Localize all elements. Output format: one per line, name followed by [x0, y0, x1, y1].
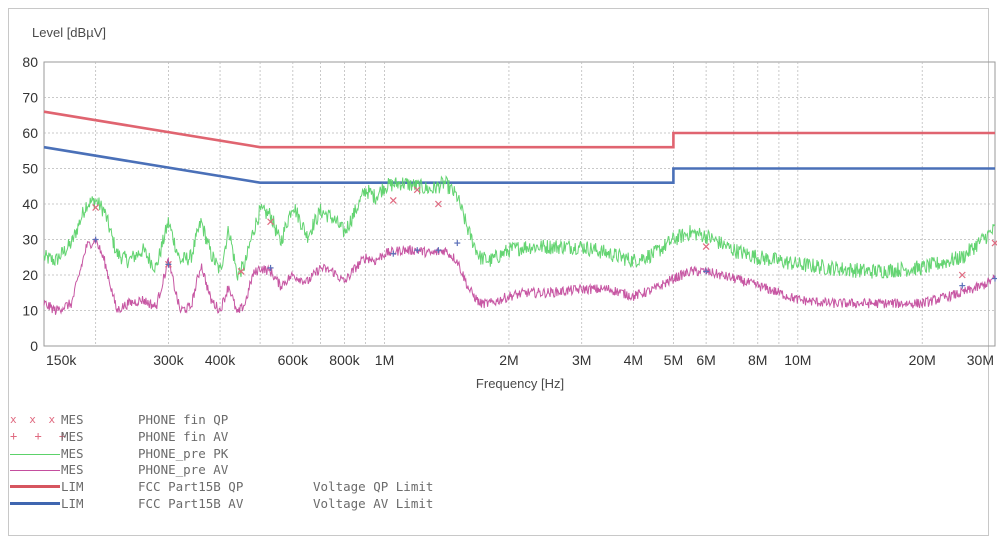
y-tick-label: 80	[22, 54, 38, 70]
x-tick-label: 8M	[748, 352, 767, 368]
x-axis-label: Frequency [Hz]	[476, 376, 564, 391]
limit-line-av	[43, 145, 995, 184]
legend-line	[10, 470, 60, 472]
y-tick-label: 10	[22, 303, 38, 319]
legend-symbol	[10, 496, 60, 512]
x-tick-label: 5M	[664, 352, 683, 368]
y-tick-label: 30	[22, 232, 38, 248]
trace-av	[43, 238, 996, 315]
legend-prefix: LIM	[61, 479, 84, 495]
chart-frame	[8, 8, 989, 536]
x-tick-label: 1M	[375, 352, 394, 368]
qp-marker-stroke	[702, 243, 710, 251]
legend-name: PHONE fin QP	[138, 412, 229, 427]
y-tick-label: 0	[30, 338, 38, 354]
x-tick-label: 800k	[329, 352, 360, 368]
x-tick-label: 3M	[572, 352, 591, 368]
qp-marker	[434, 200, 442, 208]
legend-name: FCC Part15B AV	[138, 495, 244, 511]
av-marker	[414, 247, 421, 254]
av-marker	[959, 282, 966, 289]
av-marker	[435, 247, 442, 254]
legend-line	[10, 453, 60, 455]
qp-marker	[413, 186, 421, 194]
legend-name: FCC Part15B QP	[138, 479, 244, 495]
qp-marker	[92, 204, 100, 211]
legend-line	[10, 501, 60, 505]
av-marker	[390, 250, 397, 257]
qp-marker	[702, 243, 710, 251]
legend-marks: + + +	[10, 428, 72, 443]
qp-marker-stroke	[237, 268, 245, 275]
qp-marker	[958, 271, 966, 279]
legend-symbol	[10, 446, 60, 462]
trace-pk	[43, 174, 996, 281]
qp-marker-stroke	[267, 218, 274, 226]
av-marker	[454, 240, 461, 247]
legend-prefix: MES	[61, 445, 84, 461]
y-tick-label: 50	[22, 161, 38, 177]
limit-line-qp	[43, 110, 995, 149]
legend-symbol	[10, 479, 60, 495]
legend-prefix: LIM	[61, 495, 84, 511]
legend-line	[10, 485, 60, 489]
qp-marker-stroke	[92, 204, 100, 211]
markers	[92, 186, 997, 289]
legend-name: PHONE_pre AV	[138, 462, 229, 478]
legend-name: PHONE fin AV	[138, 428, 229, 444]
qp-marker	[267, 218, 274, 226]
av-marker	[165, 261, 172, 268]
legend-symbol: + + +	[10, 429, 66, 445]
legend-prefix: MES	[61, 462, 84, 478]
legend-description: Voltage AV Limit	[313, 495, 434, 511]
y-tick-label: 60	[22, 125, 38, 141]
x-tick-label: 30M	[967, 352, 994, 368]
av-marker	[703, 268, 710, 275]
qp-marker-stroke	[413, 186, 421, 194]
legend-description: Voltage QP Limit	[313, 479, 434, 495]
av-marker	[992, 275, 997, 282]
legend-symbol: x x x	[10, 412, 60, 428]
legend-name: PHONE_pre PK	[138, 445, 229, 461]
legend-marks: x x x	[10, 413, 59, 426]
axes: 0 10 20 30 40 50 60 70 80 150k 300k 400k 600k 800k 1M 2…	[22, 54, 994, 368]
emi-chart: 0 10 20 30 40 50 60 70 80 150k 300k 400k 600k 800k 1M 2…	[22, 25, 997, 391]
x-tick-label: 4M	[624, 352, 643, 368]
y-tick-label: 70	[22, 90, 38, 106]
x-tick-label: 2M	[499, 352, 518, 368]
legend-prefix: MES	[61, 412, 84, 427]
legend-prefix: MES	[61, 428, 84, 444]
qp-marker	[991, 239, 997, 247]
av-marker	[267, 264, 274, 271]
x-tick-label: 400k	[205, 352, 236, 368]
x-tick-label: 20M	[909, 352, 936, 368]
qp-marker-stroke	[434, 200, 442, 208]
x-tick-label: 6M	[696, 352, 715, 368]
x-tick-label: 600k	[278, 352, 309, 368]
qp-marker-stroke	[958, 271, 966, 279]
y-axis-label: Level [dBµV]	[32, 25, 106, 40]
qp-marker	[389, 197, 397, 204]
qp-marker-stroke	[991, 240, 997, 247]
qp-marker-stroke	[389, 197, 397, 204]
series	[43, 110, 996, 315]
x-tick-label: 10M	[784, 352, 811, 368]
av-marker	[92, 236, 99, 243]
x-tick-label: 150k	[46, 352, 77, 368]
legend-symbol	[10, 462, 60, 478]
y-tick-label: 40	[22, 196, 38, 212]
qp-marker	[237, 268, 245, 275]
x-tick-label: 300k	[153, 352, 184, 368]
y-tick-label: 20	[22, 267, 38, 283]
